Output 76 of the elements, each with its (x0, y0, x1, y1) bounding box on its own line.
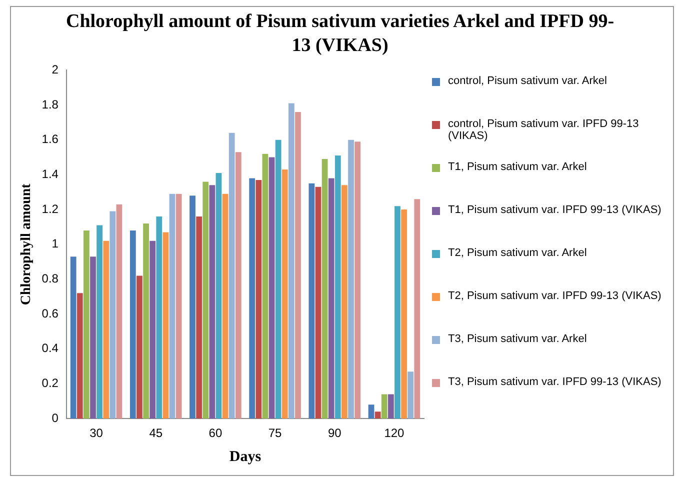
x-tick-label: 120 (384, 426, 405, 440)
bar (256, 180, 262, 419)
y-tick-label: 0 (52, 410, 59, 425)
bar (388, 394, 394, 419)
bar (334, 156, 341, 419)
y-tick-label: 2 (52, 62, 59, 77)
bar (190, 196, 196, 419)
legend-label: control, Pisum sativum var. IPFD 99-13 (VIKAS) (448, 118, 640, 142)
bar (228, 132, 235, 419)
y-tick-label: 0.8 (42, 272, 59, 286)
bar (268, 157, 275, 419)
bar (315, 186, 322, 419)
bar (143, 223, 149, 419)
bar (96, 225, 102, 419)
bar (136, 276, 142, 419)
bar (354, 142, 361, 419)
x-tick-label: 75 (268, 426, 282, 440)
x-tick-label: 45 (149, 426, 163, 440)
bar (83, 230, 90, 419)
bar (414, 199, 420, 419)
bar (156, 216, 162, 419)
bar (70, 256, 76, 419)
y-tick-label: 1.2 (42, 202, 59, 216)
bar (328, 178, 334, 419)
bar (150, 240, 156, 419)
bar (116, 204, 122, 419)
bar (216, 172, 222, 419)
legend-label: T1, Pisum sativum var. IPFD 99-13 (VIKAS) (448, 204, 662, 216)
legend-label: T2, Pisum sativum var. IPFD 99-13 (VIKAS) (448, 290, 662, 302)
bar (282, 169, 288, 419)
bar (381, 394, 388, 419)
bar (169, 194, 176, 419)
y-tick-label: 0.4 (42, 341, 59, 356)
bar (374, 412, 381, 419)
x-tick-label: 60 (208, 426, 222, 440)
x-tick-label: 90 (328, 426, 342, 440)
bar (249, 178, 256, 419)
bar (275, 140, 282, 419)
bar (209, 185, 216, 419)
chart-title: Chlorophyll amount of Pisum sativum varieties Arkel and IPFD 99-13 (VIKAS) (64, 10, 616, 58)
bar (196, 216, 202, 419)
legend-label: T1, Pisum sativum var. Arkel (448, 161, 587, 173)
bar (308, 183, 315, 419)
y-tick-label: 1.8 (42, 97, 59, 112)
y-tick-label: 1.4 (42, 167, 59, 182)
y-axis-title: Chlorophyll amount (19, 183, 34, 306)
x-tick-label: 30 (90, 426, 104, 440)
legend-label: control, Pisum sativum var. Arkel (448, 75, 607, 87)
y-tick-label: 0.6 (42, 306, 59, 320)
legend-label: T3, Pisum sativum var. Arkel (448, 333, 587, 345)
bar (103, 240, 110, 419)
x-axis-title: Days (229, 448, 262, 465)
bar (368, 404, 374, 419)
legend-label: T2, Pisum sativum var. Arkel (448, 247, 587, 259)
bar (262, 154, 268, 419)
bar (176, 194, 182, 419)
bar (222, 194, 228, 419)
y-tick-label: 0.2 (42, 376, 59, 390)
bar (322, 159, 328, 419)
bar (288, 103, 294, 419)
bar (408, 372, 414, 419)
bar (202, 182, 209, 419)
bar (162, 232, 169, 419)
y-tick-label: 1 (52, 236, 59, 251)
bar (295, 112, 301, 419)
bar (401, 210, 407, 419)
bar (110, 211, 116, 419)
bar (76, 293, 83, 419)
bar (348, 140, 354, 419)
y-tick-label: 1.6 (42, 132, 59, 146)
bar (90, 256, 96, 419)
bar (394, 206, 400, 419)
bar (235, 152, 242, 419)
bar (342, 185, 348, 419)
legend-label: T3, Pisum sativum var. IPFD 99-13 (VIKAS) (448, 376, 662, 388)
bar (130, 230, 136, 419)
